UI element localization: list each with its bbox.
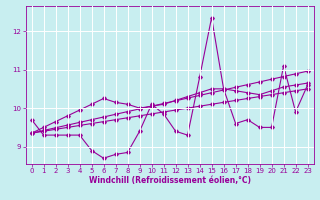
X-axis label: Windchill (Refroidissement éolien,°C): Windchill (Refroidissement éolien,°C) [89,176,251,185]
